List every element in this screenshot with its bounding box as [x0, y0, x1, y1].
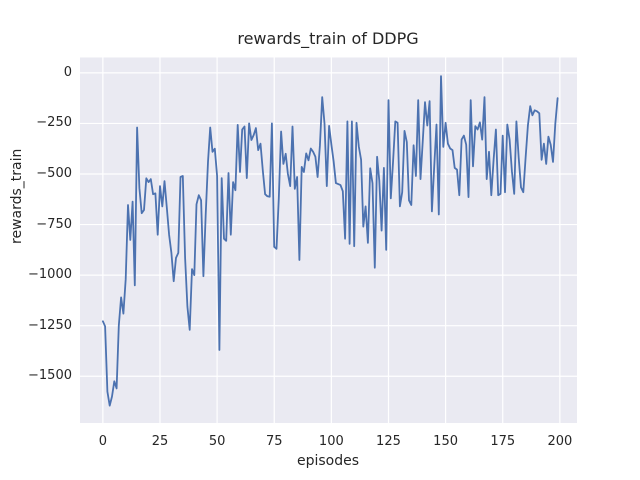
x-tick-label: 200: [547, 434, 573, 449]
y-tick-label: −1000: [28, 267, 72, 283]
chart-title: rewards_train of DDPG: [237, 29, 419, 48]
x-tick-label: 0: [98, 434, 107, 449]
x-tick-label: 100: [318, 434, 344, 449]
x-tick-label: 175: [490, 434, 516, 449]
y-tick-label: −250: [36, 115, 72, 131]
y-tick-label: −1500: [28, 368, 72, 384]
x-tick-label: 125: [376, 434, 401, 449]
y-tick-label: −1250: [28, 317, 72, 333]
plot-panel: [80, 57, 577, 423]
x-tick-label: 150: [433, 434, 458, 449]
reward-line: [102, 75, 559, 407]
y-tick-label: −750: [36, 216, 72, 232]
y-tick-label: 0: [63, 64, 72, 80]
y-tick-label: −500: [36, 166, 72, 181]
x-tick-label: 50: [208, 434, 226, 449]
x-axis-label: episodes: [296, 453, 360, 469]
x-tick-label: 75: [265, 434, 283, 449]
x-tick-label: 25: [151, 434, 169, 449]
